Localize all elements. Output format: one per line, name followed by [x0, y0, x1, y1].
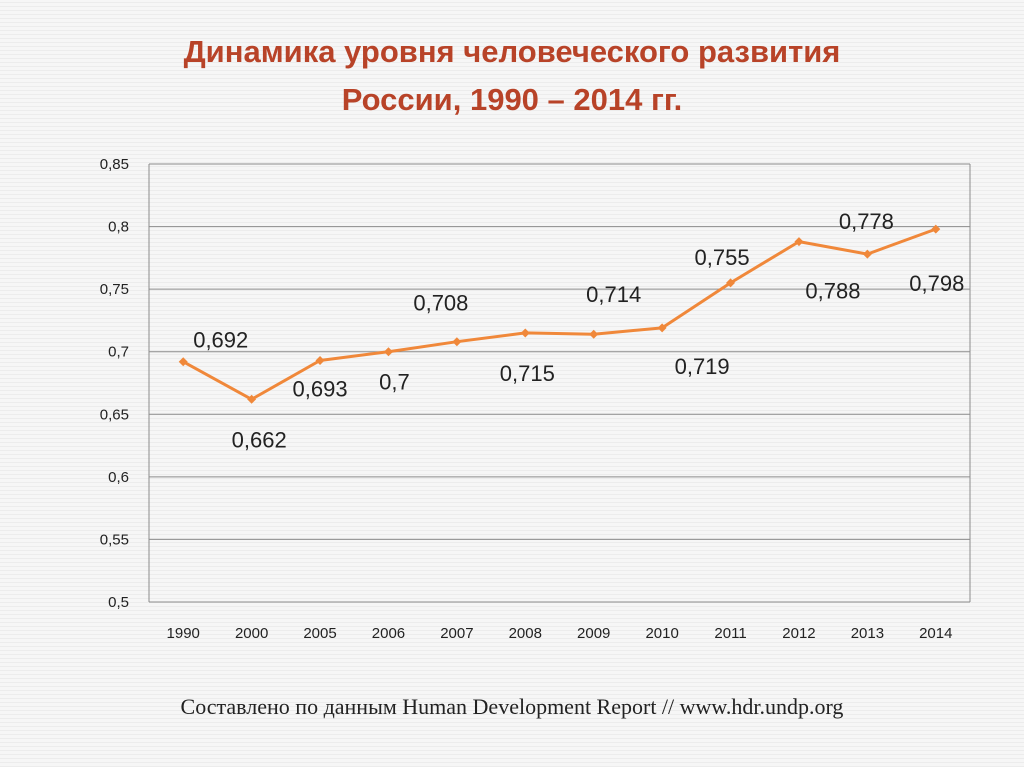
- x-tick-label: 2005: [303, 625, 336, 642]
- source-note: Составлено по данным Human Development R…: [180, 694, 844, 719]
- data-label: 0,693: [293, 376, 348, 401]
- x-tick-label: 2000: [235, 625, 268, 642]
- data-point-marker: [931, 224, 941, 234]
- data-label: 0,715: [500, 361, 555, 386]
- data-point-marker: [178, 357, 188, 367]
- data-point-marker: [862, 249, 872, 259]
- data-point-marker: [315, 355, 325, 365]
- x-tick-label: 2006: [372, 625, 405, 642]
- x-tick-label: 2008: [509, 625, 542, 642]
- data-point-marker: [794, 237, 804, 247]
- y-axis-ticks: 0,5 0,55 0,6 0,65 0,7 0,75 0,8 0,85: [100, 156, 129, 611]
- x-tick-label: 2012: [782, 625, 815, 642]
- data-point-marker: [383, 347, 393, 357]
- data-point-marker: [657, 323, 667, 333]
- data-label: 0,714: [586, 282, 641, 307]
- y-tick-label: 0,55: [100, 531, 129, 548]
- data-labels: 0,692 0,662 0,693 0,7 0,708 0,715 0,714 0,719 0,…: [193, 209, 964, 452]
- x-tick-label: 1990: [167, 625, 200, 642]
- data-label: 0,662: [232, 427, 287, 452]
- x-tick-label: 2007: [440, 625, 473, 642]
- data-label: 0,7: [379, 370, 410, 395]
- y-tick-label: 0,8: [108, 219, 129, 236]
- y-tick-label: 0,65: [100, 406, 129, 423]
- data-point-marker: [452, 337, 462, 347]
- data-label: 0,755: [695, 245, 750, 270]
- data-label: 0,719: [675, 354, 730, 379]
- data-label: 0,778: [839, 209, 894, 234]
- data-label: 0,692: [193, 328, 248, 353]
- y-tick-label: 0,75: [100, 281, 129, 298]
- data-point-marker: [247, 394, 257, 404]
- series-line: [178, 224, 941, 404]
- y-tick-label: 0,7: [108, 344, 129, 361]
- x-tick-label: 2010: [645, 625, 678, 642]
- x-tick-label: 2013: [851, 625, 884, 642]
- x-tick-label: 2009: [577, 625, 610, 642]
- series-polyline: [182, 227, 937, 401]
- y-tick-label: 0,85: [100, 156, 129, 173]
- y-tick-label: 0,5: [108, 594, 129, 611]
- data-point-marker: [726, 278, 736, 288]
- y-tick-label: 0,6: [108, 469, 129, 486]
- x-tick-label: 2014: [919, 625, 952, 642]
- gridlines: [148, 163, 971, 603]
- data-point-marker: [589, 329, 599, 339]
- x-axis-ticks: 1990 2000 2005 2006 2007 2008 2009 2010 2011 2012…: [167, 625, 953, 642]
- chart-title: Динамика уровня человеческого развития Р…: [0, 28, 1024, 124]
- x-tick-label: 2011: [714, 625, 746, 642]
- chart-title-line-1: Динамика уровня человеческого развития: [183, 34, 841, 69]
- chart-title-line-2: России, 1990 – 2014 гг.: [341, 82, 683, 117]
- data-point-marker: [520, 328, 530, 338]
- data-label: 0,788: [805, 279, 860, 304]
- data-label: 0,708: [413, 291, 468, 316]
- data-label: 0,798: [909, 271, 964, 296]
